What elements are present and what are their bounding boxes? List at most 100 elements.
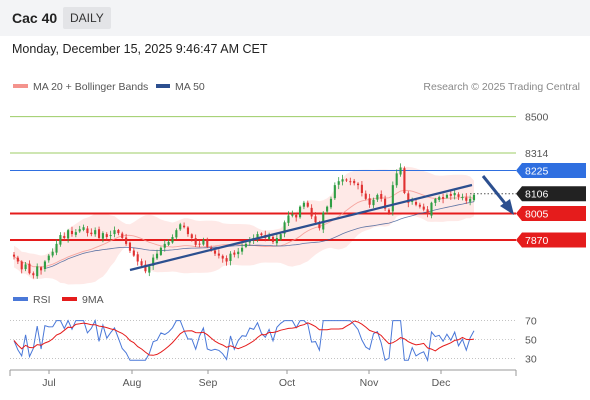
candle [121,231,124,241]
candle [94,227,97,237]
candle [136,251,139,266]
candle-body [341,179,344,182]
candle [171,234,174,244]
rsi-legend: RSI 9MA [13,294,104,306]
candle-body [36,266,39,277]
candle-body [275,238,278,244]
candle [364,190,367,201]
level-box-8106 [516,186,586,202]
candle-body [306,202,309,207]
candle [395,169,398,188]
candle [384,195,387,211]
candle [387,208,391,215]
candle [302,200,305,210]
candle [399,163,402,177]
level-label-8225: 8225 [525,165,549,177]
candle [337,177,340,190]
candle [179,222,182,231]
candle-body [256,234,259,238]
candle-body [291,214,294,216]
rsi-9ma-line [13,320,475,356]
candle [453,189,456,200]
legend-swatch-bollinger [13,84,28,88]
candle-body [372,199,375,206]
candle [167,239,170,247]
candle-body [314,216,317,223]
candle-body [422,206,425,210]
candle [414,199,418,207]
candle [113,226,116,238]
candle [275,233,278,247]
candle [256,231,259,243]
candle [329,196,333,210]
candle [105,232,108,241]
candle-body [461,196,464,199]
candle-body [16,257,19,262]
candle [368,193,371,208]
candle [59,232,62,247]
candle [20,260,23,274]
candle [183,222,186,229]
candle-body [391,185,394,212]
candle-body [229,253,232,262]
rsi-tick-30: 30 [525,353,537,365]
candle-body [194,238,197,245]
candle-body [70,230,74,235]
candle-body [86,228,89,234]
candle [74,229,77,238]
level-label-8500: 8500 [525,112,549,124]
candle-body [152,257,155,266]
candle-body [43,261,46,270]
legend-label-bollinger: MA 20 + Bollinger Bands [33,81,148,93]
level-box-7870 [516,232,586,248]
candle [198,240,201,248]
candle [306,200,309,208]
candle-body [121,233,124,238]
candle-body [329,198,333,208]
candle [407,191,410,208]
bollinger-band-fill [14,166,474,285]
credit-text: Research © 2025 Trading Central [423,81,580,93]
candle [295,212,298,222]
candle [418,202,421,209]
candle-body [384,198,387,209]
candle-body [90,232,93,235]
candle-body [183,225,186,228]
candle [422,203,425,212]
candle-body [465,197,468,201]
candle [16,255,19,265]
candle [445,193,449,199]
candle-body [148,266,151,273]
candle-body [12,254,16,257]
candle-body [55,243,58,253]
candle-body [225,258,228,262]
candle-body [453,192,456,196]
candle [241,243,244,255]
candle-body [310,207,313,217]
candle [225,255,228,266]
projection-arrow-shaft [481,175,510,208]
candle [438,195,441,202]
projection-arrow-head [500,199,514,215]
candle [403,166,406,195]
x-tick-label-jul: Jul [42,377,55,389]
legend-swatch-rsi [13,297,28,301]
level-box-8005 [516,206,586,222]
support-trendline [129,183,473,272]
rsi-tick-50: 50 [525,335,537,347]
ma20-line [13,189,475,268]
candle-body [449,193,452,196]
timestamp: Monday, December 15, 2025 9:46:47 AM CET [12,42,268,56]
level-labels-layer: 8500 8314 8225 8106 8005 7870 [516,112,586,248]
level-label-8106: 8106 [525,189,549,201]
period-button[interactable]: DAILY [63,7,111,29]
candle [333,182,336,200]
candle-body [24,264,27,270]
candle [233,250,236,258]
candle [86,226,89,237]
candle [155,249,159,260]
candle [109,230,112,241]
candle-body [217,253,220,256]
rsi-layer: 70 50 30 [10,316,537,365]
bollinger-band-layer [14,166,474,285]
